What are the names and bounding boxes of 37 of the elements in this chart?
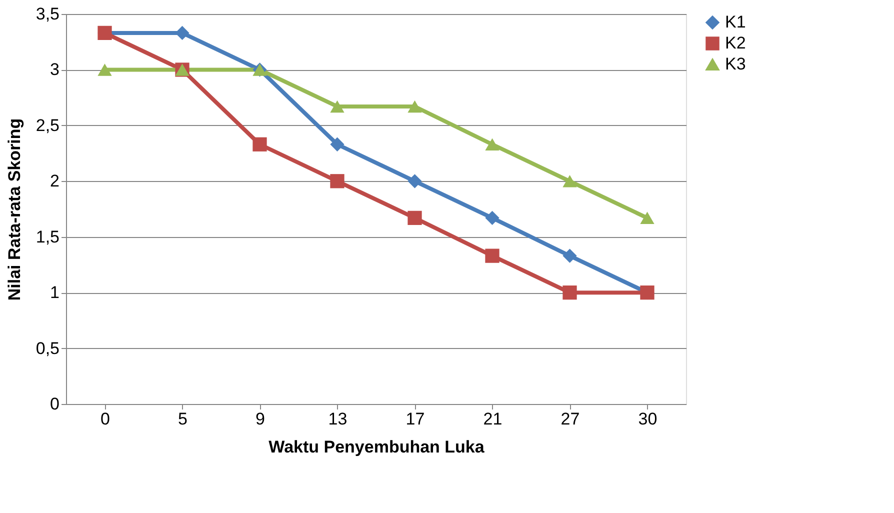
x-tick-label: 9 (256, 410, 265, 428)
point (485, 210, 500, 225)
x-tick-label: 13 (328, 410, 348, 428)
y-tick-label: 2,5 (36, 116, 60, 135)
point (562, 175, 577, 188)
y-tick-label: 2 (50, 172, 60, 191)
x-axis-title: Waktu Penyembuhan Luka (268, 438, 485, 456)
point (252, 137, 267, 152)
point (330, 137, 344, 152)
y-tick-label: 0 (50, 394, 60, 414)
legend-label: K3 (725, 54, 746, 74)
point (562, 248, 577, 263)
y-tick-label: 0,5 (36, 338, 60, 358)
point (640, 212, 654, 224)
point (485, 248, 500, 263)
point (408, 174, 422, 188)
x-tick-label: 17 (406, 410, 425, 428)
y-tick-label: 3,5 (36, 4, 60, 24)
point (562, 286, 577, 300)
x-tick-label: 21 (483, 410, 502, 428)
legend-label: K2 (725, 34, 746, 52)
point (408, 210, 422, 225)
x-tick-label: 27 (560, 410, 580, 428)
point (175, 26, 190, 40)
x-tick-label: 5 (178, 410, 188, 428)
legend-label: K1 (725, 12, 746, 32)
x-tick-label: 30 (638, 410, 658, 428)
y-tick-label: 1,5 (36, 227, 60, 246)
x-tick-label: 0 (100, 410, 110, 428)
y-tick-label: 1 (50, 283, 60, 302)
point (330, 100, 344, 113)
point (98, 64, 112, 76)
y-axis-title: Nilai Rata-rata Skoring (4, 118, 24, 301)
y-tick-label: 3 (50, 60, 60, 80)
point (485, 138, 500, 150)
point (330, 174, 344, 188)
point (408, 100, 422, 113)
